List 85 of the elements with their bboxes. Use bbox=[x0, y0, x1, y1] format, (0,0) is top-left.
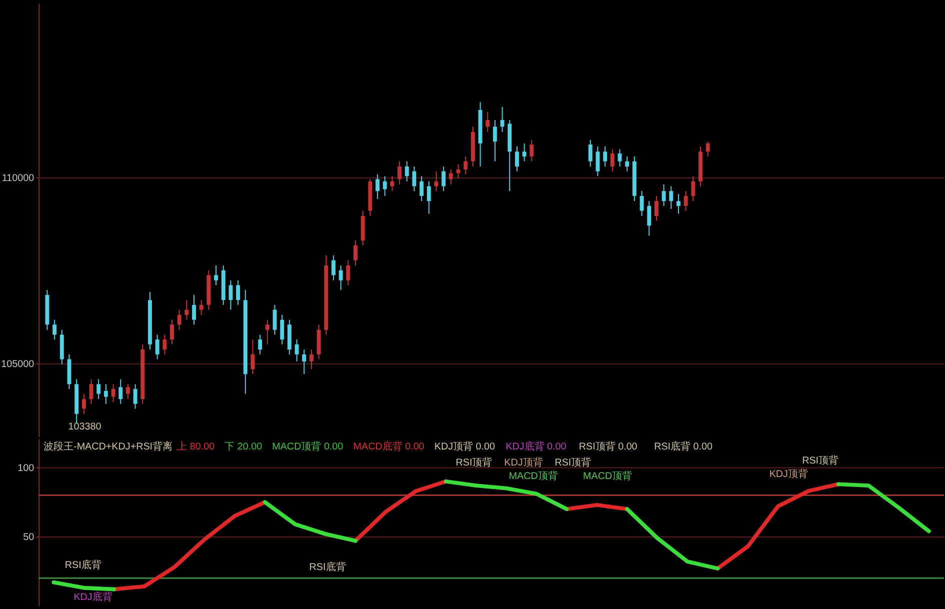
candlestick bbox=[610, 148, 614, 172]
candlestick bbox=[294, 339, 299, 362]
candlestick bbox=[133, 384, 138, 410]
candlestick bbox=[603, 146, 608, 168]
candlestick bbox=[354, 240, 358, 266]
y-tick-label: 100 bbox=[18, 463, 35, 474]
candlestick bbox=[376, 174, 380, 200]
candlestick bbox=[228, 280, 233, 310]
annotation: 103380 bbox=[68, 422, 102, 433]
candlestick bbox=[96, 378, 101, 400]
annotation: KDJ底背 0.00 bbox=[506, 440, 567, 452]
annotation: RSI底背 bbox=[64, 559, 102, 572]
candlestick bbox=[640, 190, 644, 216]
candlestick bbox=[464, 156, 468, 175]
candlestick bbox=[104, 384, 108, 404]
candlestick bbox=[442, 166, 446, 192]
candlestick bbox=[522, 142, 526, 162]
annotation: MACD顶背 0.00 bbox=[272, 440, 344, 452]
candlestick bbox=[412, 166, 416, 192]
candlestick bbox=[500, 106, 504, 132]
annotation: KDJ底背 bbox=[74, 590, 112, 603]
annotation: RSI顶背 0.00 bbox=[578, 440, 638, 452]
candlestick bbox=[530, 139, 534, 162]
y-tick-label: 50 bbox=[23, 532, 35, 544]
candlestick bbox=[258, 334, 262, 355]
candlestick bbox=[126, 384, 130, 400]
y-tick-label: 105000 bbox=[1, 358, 35, 370]
candlestick bbox=[492, 120, 497, 162]
candlestick bbox=[309, 349, 314, 370]
annotation: RSI顶背 bbox=[802, 454, 839, 466]
candlestick bbox=[346, 260, 350, 286]
candlestick bbox=[486, 111, 490, 132]
annotation: MACD顶背 bbox=[583, 470, 632, 482]
candlestick bbox=[214, 264, 218, 286]
candlestick bbox=[265, 319, 270, 345]
candlestick bbox=[448, 168, 453, 185]
candlestick bbox=[111, 384, 116, 402]
candlestick bbox=[691, 176, 696, 202]
annotation: MACD顶背 bbox=[508, 470, 558, 482]
candlestick bbox=[676, 194, 680, 214]
candlestick bbox=[684, 190, 688, 212]
annotation: RSI底背 0.00 bbox=[654, 440, 714, 452]
annotation: RSI顶背 bbox=[554, 456, 592, 468]
candlestick bbox=[662, 184, 666, 206]
annotation: MACD底背 0.00 bbox=[353, 440, 425, 452]
y-tick-label: 110000 bbox=[2, 172, 35, 184]
candlestick bbox=[162, 334, 167, 355]
candlestick bbox=[338, 264, 343, 291]
candlestick bbox=[280, 314, 284, 345]
annotation: KDJ顶背 bbox=[504, 456, 543, 468]
candlestick bbox=[669, 186, 674, 210]
candlestick bbox=[647, 200, 652, 236]
annotation: KDJ顶背 0.00 bbox=[434, 440, 496, 452]
candlestick bbox=[390, 176, 394, 192]
annotation: RSI顶背 bbox=[456, 456, 492, 468]
annotation: 上 80.00 bbox=[177, 440, 216, 452]
candlestick bbox=[82, 393, 86, 414]
candlestick bbox=[398, 160, 402, 185]
candlestick bbox=[706, 141, 710, 157]
candlestick bbox=[302, 349, 306, 375]
chart-title: 波段王-MACD+KDJ+RSI背离 bbox=[44, 440, 173, 452]
candlestick bbox=[426, 180, 431, 214]
annotation: KDJ顶背 bbox=[769, 468, 808, 480]
candlestick bbox=[184, 300, 189, 320]
candlestick bbox=[618, 148, 622, 168]
candlestick bbox=[420, 176, 424, 202]
candlestick bbox=[596, 146, 600, 177]
candlestick bbox=[272, 304, 277, 336]
candlestick bbox=[192, 294, 196, 326]
candlestick bbox=[177, 309, 182, 330]
candlestick bbox=[170, 319, 174, 345]
candlestick bbox=[199, 300, 204, 316]
candlestick bbox=[404, 160, 409, 182]
candlestick bbox=[332, 254, 336, 281]
candlestick bbox=[654, 195, 658, 222]
candlestick bbox=[118, 378, 123, 404]
annotation: 下 20.00 bbox=[224, 441, 263, 452]
candlestick bbox=[588, 139, 592, 168]
candlestick bbox=[155, 334, 160, 360]
annotation: RSI底背 bbox=[309, 561, 346, 574]
candlestick bbox=[515, 146, 519, 172]
candlestick bbox=[236, 280, 240, 306]
candlestick bbox=[382, 176, 387, 196]
candlestick bbox=[625, 156, 630, 172]
candlestick bbox=[52, 319, 57, 340]
